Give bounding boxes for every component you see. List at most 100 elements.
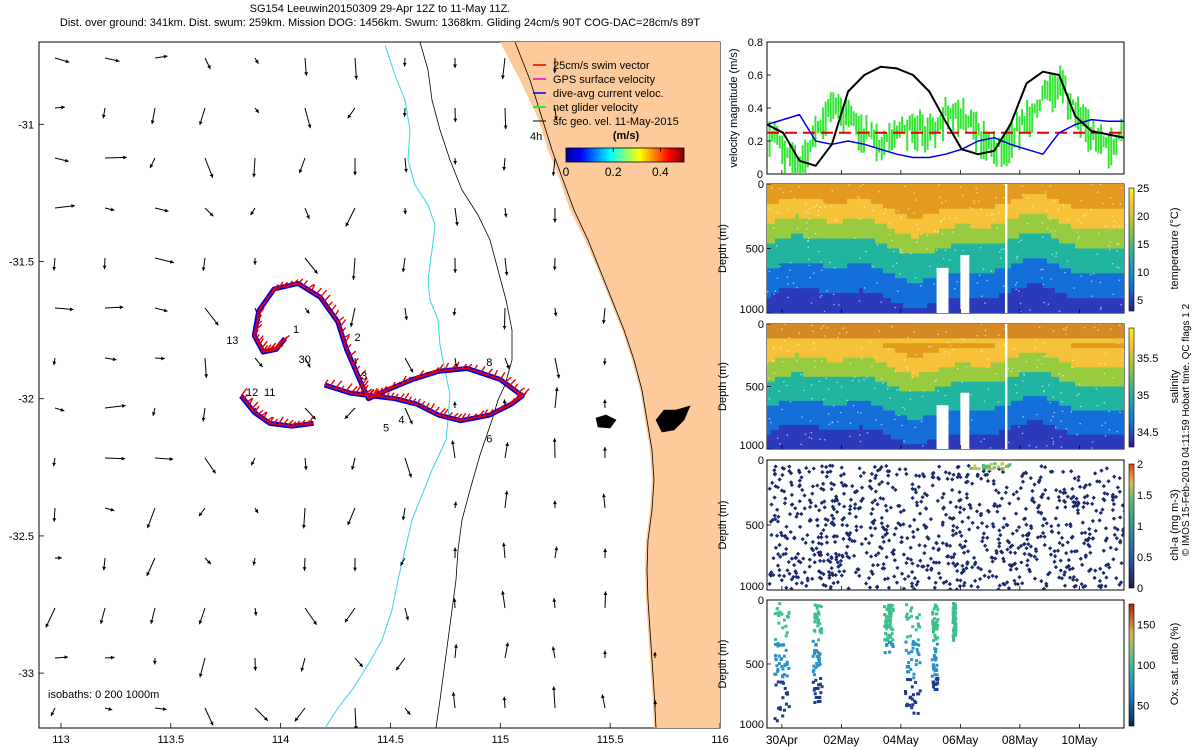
profile-cell bbox=[907, 439, 911, 445]
track-west-line bbox=[240, 395, 314, 428]
profile-cell bbox=[899, 203, 903, 210]
profile-cell bbox=[911, 218, 915, 225]
profile-cell bbox=[987, 283, 991, 289]
profile-cell bbox=[1043, 233, 1047, 240]
profile-cell bbox=[887, 439, 891, 445]
profile-cell bbox=[935, 376, 939, 383]
profile-cell bbox=[815, 223, 819, 230]
profile-cell bbox=[875, 381, 879, 387]
profile-dot bbox=[1051, 253, 1054, 256]
profile-cell bbox=[767, 203, 771, 210]
profile-cell bbox=[1079, 263, 1083, 269]
profile-cell bbox=[943, 386, 947, 392]
profile-cell bbox=[807, 386, 811, 392]
profile-cell bbox=[991, 338, 995, 344]
profile-gap bbox=[936, 267, 949, 313]
profile-cell bbox=[867, 298, 871, 304]
profile-cell bbox=[843, 188, 847, 195]
profile-dot bbox=[859, 218, 862, 220]
geo-arrow-head bbox=[404, 168, 408, 173]
track-main-swim-vector bbox=[323, 379, 329, 386]
profile-cell bbox=[767, 213, 771, 220]
profile-cell bbox=[1031, 243, 1035, 249]
profile-dot bbox=[934, 230, 936, 232]
profile-cell bbox=[855, 278, 859, 284]
profile-cell bbox=[927, 273, 931, 279]
profile-cell bbox=[1103, 243, 1107, 249]
profile-cell bbox=[799, 188, 803, 195]
profile-cell bbox=[995, 439, 999, 445]
profile-cell bbox=[795, 298, 799, 304]
profile-cell bbox=[811, 333, 815, 339]
profile-dot bbox=[961, 194, 964, 197]
profile-cell bbox=[791, 198, 795, 205]
geo-arrow-head bbox=[344, 618, 349, 623]
profile-cell bbox=[1087, 248, 1091, 254]
profile-cell bbox=[927, 405, 931, 412]
profile-cell bbox=[975, 348, 979, 354]
profile-cell bbox=[995, 424, 999, 431]
profile-cell bbox=[1015, 243, 1019, 249]
profile-cell bbox=[851, 348, 855, 354]
profile-cell bbox=[939, 198, 943, 205]
profile-dot bbox=[894, 306, 897, 309]
profile-cell bbox=[991, 400, 995, 407]
profile-cell bbox=[823, 410, 827, 416]
track-main-swim-vector bbox=[362, 380, 369, 389]
profile-cell bbox=[843, 198, 847, 205]
profile-cell bbox=[955, 405, 959, 412]
profile-cell bbox=[1035, 243, 1039, 249]
profile-cell bbox=[1047, 243, 1051, 249]
profile-cell bbox=[851, 188, 855, 195]
profile-cell bbox=[871, 184, 875, 190]
profile-cell bbox=[907, 348, 911, 354]
profile-cell bbox=[895, 328, 899, 335]
profile-cell bbox=[1011, 410, 1015, 416]
profile-cell bbox=[791, 396, 795, 402]
profile-cell bbox=[771, 372, 775, 378]
profile-cell bbox=[935, 184, 939, 190]
profile-cell bbox=[887, 429, 891, 436]
profile-cell bbox=[1075, 293, 1079, 299]
profile-cell bbox=[1083, 268, 1087, 274]
profile-cell bbox=[1099, 213, 1103, 220]
profile-cell bbox=[1095, 298, 1099, 304]
profile-cell bbox=[783, 213, 787, 220]
profile-cell bbox=[819, 386, 823, 392]
geo-arrow-head bbox=[311, 415, 316, 420]
profile-cell bbox=[927, 362, 931, 368]
profile-cell bbox=[831, 372, 835, 378]
profile-cell bbox=[983, 268, 987, 274]
profile-cell bbox=[1011, 253, 1015, 259]
profile-cell bbox=[899, 298, 903, 304]
profile-cell bbox=[1027, 238, 1031, 245]
profile-cell bbox=[779, 348, 783, 354]
profile-cell bbox=[1087, 278, 1091, 284]
geo-arrow-head bbox=[553, 312, 558, 317]
profile-cell bbox=[771, 248, 775, 254]
profile-colorbar-label: temperature (°C) bbox=[1169, 207, 1181, 289]
profile-cell bbox=[1015, 288, 1019, 294]
profile-cell bbox=[867, 348, 871, 354]
profile-cell bbox=[1067, 184, 1071, 190]
geo-arrow-head bbox=[503, 125, 508, 130]
profile-cell bbox=[927, 324, 931, 330]
profile-cell bbox=[819, 218, 823, 225]
profile-cell bbox=[1091, 193, 1095, 200]
profile-cell bbox=[843, 268, 847, 274]
profile-dot bbox=[900, 251, 903, 254]
profile-cell bbox=[1011, 367, 1015, 373]
profile-cell bbox=[771, 218, 775, 225]
profile-cell bbox=[827, 381, 831, 387]
profile-cell bbox=[899, 248, 903, 254]
profile-cell bbox=[1043, 283, 1047, 289]
profile-cell bbox=[943, 400, 947, 407]
profile-cell bbox=[991, 203, 995, 210]
geo-arrow-head bbox=[404, 316, 409, 321]
profile-cell bbox=[1059, 238, 1063, 245]
profile-cell bbox=[839, 362, 843, 368]
profile-cell bbox=[919, 263, 923, 269]
profile-cell bbox=[907, 278, 911, 284]
profile-cell bbox=[875, 386, 879, 392]
profile-cell bbox=[1087, 298, 1091, 304]
